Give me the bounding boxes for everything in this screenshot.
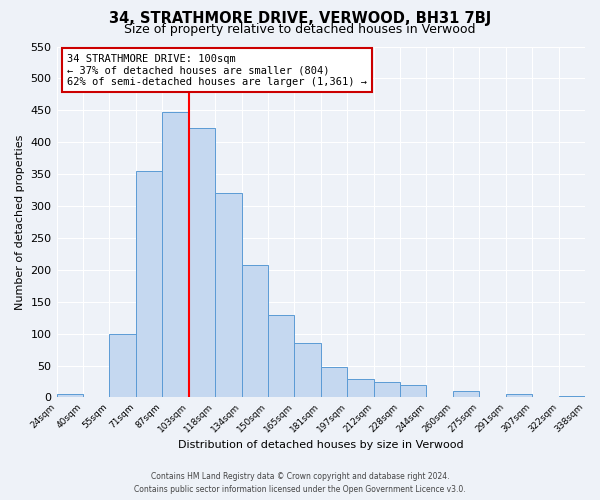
Y-axis label: Number of detached properties: Number of detached properties — [15, 134, 25, 310]
Bar — [188, 128, 215, 398]
Bar — [268, 314, 295, 398]
Bar — [506, 394, 532, 398]
Bar — [559, 396, 585, 398]
Bar — [453, 391, 479, 398]
Text: 34, STRATHMORE DRIVE, VERWOOD, BH31 7BJ: 34, STRATHMORE DRIVE, VERWOOD, BH31 7BJ — [109, 11, 491, 26]
Bar — [56, 394, 83, 398]
Bar — [242, 266, 268, 398]
Text: 34 STRATHMORE DRIVE: 100sqm
← 37% of detached houses are smaller (804)
62% of se: 34 STRATHMORE DRIVE: 100sqm ← 37% of det… — [67, 54, 367, 86]
Bar — [374, 382, 400, 398]
Bar — [321, 367, 347, 398]
Bar — [215, 192, 242, 398]
Text: Size of property relative to detached houses in Verwood: Size of property relative to detached ho… — [124, 22, 476, 36]
X-axis label: Distribution of detached houses by size in Verwood: Distribution of detached houses by size … — [178, 440, 464, 450]
Bar — [162, 112, 188, 398]
Bar — [295, 344, 321, 398]
Bar — [109, 334, 136, 398]
Bar — [400, 384, 427, 398]
Text: Contains HM Land Registry data © Crown copyright and database right 2024.
Contai: Contains HM Land Registry data © Crown c… — [134, 472, 466, 494]
Bar — [136, 171, 162, 398]
Bar — [347, 379, 374, 398]
